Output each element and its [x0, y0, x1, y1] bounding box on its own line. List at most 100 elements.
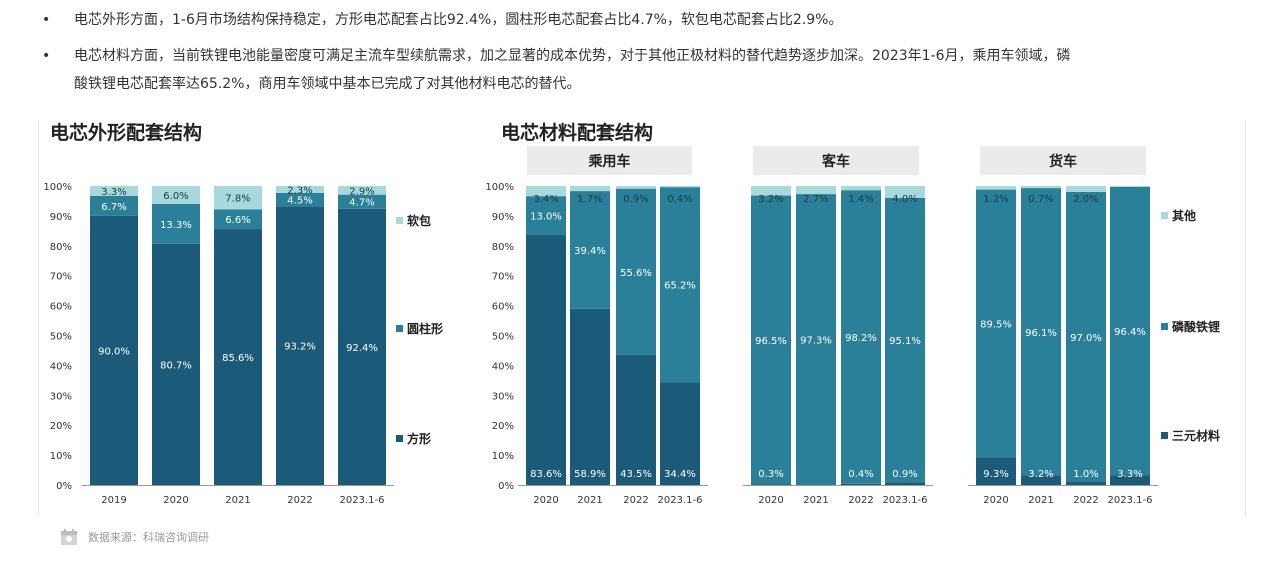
data-label-shape-方形: 90.0% [98, 346, 130, 357]
bar-material-货车-其他 [976, 186, 1016, 190]
x-tick-label-shape: 2023.1-6 [340, 495, 385, 506]
calendar-icon [60, 528, 78, 546]
data-label-material-乘用车-其他: 3.4% [533, 194, 558, 205]
y-tick-label-material: 60% [492, 302, 514, 313]
y-tick-label-shape: 10% [50, 451, 72, 462]
y-tick-label-shape: 0% [56, 481, 72, 492]
data-label-shape-软包: 2.3% [287, 185, 312, 196]
bar-material-乘用车-磷酸铁锂 [616, 188, 656, 355]
legend-swatch-material [1161, 432, 1168, 439]
x-tick-label-shape: 2021 [225, 495, 250, 506]
x-tick-label-material-乘用车: 2020 [533, 495, 558, 506]
data-label-material-货车-磷酸铁锂: 97.0% [1070, 333, 1102, 344]
y-tick-label-shape: 80% [50, 242, 72, 253]
bar-material-客车-磷酸铁锂 [796, 194, 836, 485]
y-tick-label-shape: 50% [50, 332, 72, 343]
data-label-shape-软包: 2.9% [349, 186, 374, 197]
bar-material-客车-磷酸铁锂 [841, 190, 881, 484]
data-label-material-乘用车-其他: 0.9% [623, 194, 648, 205]
data-label-shape-圆柱形: 6.7% [101, 202, 126, 213]
bar-shape-方形 [152, 243, 200, 485]
x-tick-label-shape: 2022 [287, 495, 312, 506]
y-tick-label-shape: 60% [50, 302, 72, 313]
data-label-material-货车-三元材料: 3.3% [1117, 469, 1142, 480]
group-title-乘用车: 乘用车 [588, 153, 631, 170]
bar-material-货车-磷酸铁锂 [1021, 188, 1061, 476]
legend-label-material: 三元材料 [1172, 428, 1220, 443]
legend-swatch-shape [396, 435, 403, 442]
bar-material-乘用车-磷酸铁锂 [570, 191, 610, 309]
bullet-item-material: • 电芯材料方面，当前铁锂电池能量密度可满足主流车型续航需求，加之显著的成本优势… [40, 42, 1240, 98]
legend-label-shape: 方形 [407, 431, 431, 446]
data-label-material-货车-磷酸铁锂: 89.5% [980, 319, 1012, 330]
x-tick-label-material-货车: 2022 [1073, 495, 1098, 506]
bar-material-客车-三元材料 [751, 484, 791, 485]
data-label-shape-圆柱形: 13.3% [160, 220, 192, 231]
y-tick-label-shape: 90% [50, 212, 72, 223]
data-label-material-客车-其他: 4.0% [892, 194, 917, 205]
bar-material-乘用车-磷酸铁锂 [526, 196, 566, 236]
bar-shape-圆柱形 [276, 192, 324, 207]
data-label-material-货车-磷酸铁锂: 96.1% [1025, 328, 1057, 339]
bar-shape-软包 [276, 186, 324, 193]
legend-swatch-shape [396, 217, 403, 224]
bullet-text-line2: 酸铁锂电芯配套率达65.2%，商用车领域中基本已完成了对其他材料电芯的替代。 [74, 76, 581, 92]
x-tick-label-material-乘用车: 2021 [577, 495, 602, 506]
legend-label-shape: 圆柱形 [407, 321, 443, 336]
bar-material-乘用车-三元材料 [616, 354, 656, 485]
source-note: 数据来源：科瑞咨询调研 [60, 528, 209, 546]
bar-shape-软包 [214, 186, 262, 210]
legend-swatch-shape [396, 325, 403, 332]
data-label-material-客车-三元材料: 0.4% [848, 469, 873, 480]
bar-shape-方形 [338, 208, 386, 485]
bar-shape-方形 [214, 229, 262, 485]
bar-shape-软包 [152, 186, 200, 204]
y-tick-label-shape: 30% [50, 391, 72, 402]
charts-canvas: 0% 10% 20% 30% 40% 50% 60% 70% 80% 90% 100% 90.0% 6.… [43, 146, 1220, 506]
bar-shape-圆柱形 [152, 203, 200, 244]
bar-material-货车-三元材料 [1066, 482, 1106, 485]
legend-swatch-material [1161, 323, 1168, 330]
x-tick-label-shape: 2020 [163, 495, 188, 506]
data-label-material-乘用车-磷酸铁锂: 55.6% [620, 268, 652, 279]
bar-material-货车-三元材料 [1021, 475, 1061, 485]
x-tick-label-shape: 2019 [101, 495, 126, 506]
legend-label-shape: 软包 [407, 213, 431, 228]
bar-material-乘用车-三元材料 [660, 382, 700, 485]
data-label-shape-软包: 7.8% [225, 194, 250, 205]
data-label-shape-方形: 85.6% [222, 353, 254, 364]
legend-label-material: 其他 [1172, 208, 1196, 223]
data-label-shape-软包: 6.0% [163, 191, 188, 202]
data-label-material-货车-其他: 2.0% [1073, 194, 1098, 205]
y-tick-label-material: 50% [492, 332, 514, 343]
data-label-shape-方形: 92.4% [346, 343, 378, 354]
data-label-material-货车-三元材料: 1.0% [1073, 469, 1098, 480]
bar-material-货车-其他 [1066, 186, 1106, 192]
data-label-material-客车-三元材料: 0.3% [758, 469, 783, 480]
data-label-material-客车-磷酸铁锂: 95.1% [889, 336, 921, 347]
bar-material-乘用车-其他 [660, 186, 700, 188]
y-tick-label-material: 70% [492, 272, 514, 283]
x-tick-label-material-货车: 2021 [1028, 495, 1053, 506]
x-tick-label-material-客车: 2023.1-6 [883, 495, 928, 506]
x-tick-label-material-货车: 2023.1-6 [1108, 495, 1153, 506]
group-title-客车: 客车 [821, 153, 850, 170]
data-label-material-乘用车-三元材料: 83.6% [530, 469, 562, 480]
data-label-material-客车-磷酸铁锂: 97.3% [800, 336, 832, 347]
bar-material-货车-磷酸铁锂 [1066, 191, 1106, 483]
bar-shape-软包 [338, 186, 386, 195]
frame-left-border [38, 120, 39, 515]
bar-material-乘用车-三元材料 [526, 235, 566, 485]
data-label-material-货车-其他: 1.2% [983, 194, 1008, 205]
group-panel-客车 [753, 146, 919, 175]
data-label-material-货车-三元材料: 3.2% [1028, 469, 1053, 480]
data-label-material-货车-三元材料: 9.3% [983, 469, 1008, 480]
data-label-shape-圆柱形: 4.7% [349, 198, 374, 209]
bar-shape-圆柱形 [90, 195, 138, 216]
bullet-item-shape: • 电芯外形方面，1-6月市场结构保持稳定，方形电芯配套占比92.4%，圆柱形电… [40, 6, 1240, 34]
bar-shape-方形 [276, 206, 324, 485]
y-tick-label-material: 40% [492, 361, 514, 372]
bar-material-乘用车-磷酸铁锂 [660, 187, 700, 383]
bar-shape-圆柱形 [338, 194, 386, 209]
x-tick-label-material-客车: 2020 [758, 495, 783, 506]
